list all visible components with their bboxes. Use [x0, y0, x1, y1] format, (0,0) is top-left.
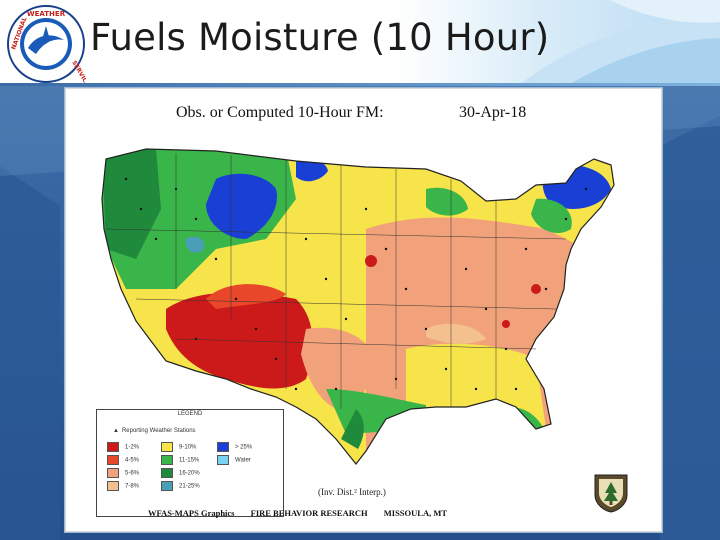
legend-swatch — [161, 468, 173, 478]
legend-item-16-20: 16-20% — [161, 468, 200, 478]
station-triangle-icon: ▲ — [113, 428, 119, 434]
fuel-moisture-map-panel: Obs. or Computed 10-Hour FM: 30-Apr-18 L… — [65, 88, 662, 532]
footer-left: WFAS-MAPS Graphics — [148, 508, 235, 518]
legend-label: 4-5% — [125, 457, 140, 464]
legend-swatch — [107, 442, 119, 452]
interpolation-note: (Inv. Dist.² Interp.) — [318, 487, 386, 497]
legend-label: 1-2% — [125, 444, 140, 451]
legend-swatch — [161, 455, 173, 465]
legend-swatch — [107, 455, 119, 465]
legend-swatch — [161, 442, 173, 452]
legend-label: 5-6% — [125, 470, 140, 477]
us-fuel-moisture-map — [86, 129, 646, 469]
legend-swatch — [161, 481, 173, 491]
footer-center: FIRE BEHAVIOR RESEARCH — [250, 508, 368, 518]
legend-item-1-2: 1-2% — [107, 442, 140, 452]
legend-swatch — [107, 481, 119, 491]
legend-label: 7-8% — [125, 483, 140, 490]
map-date: 30-Apr-18 — [459, 104, 527, 121]
footer-right: MISSOULA, MT — [383, 508, 448, 518]
header-swoosh-graphic — [520, 0, 720, 84]
legend-swatch — [217, 442, 229, 452]
usfs-shield-logo — [594, 474, 628, 513]
legend-item-9-10: 9-10% — [161, 442, 197, 452]
legend-label: 16-20% — [179, 470, 200, 477]
slide-header: WEATHER NATIONAL SERVICE Fuels Moisture … — [0, 0, 720, 84]
map-title: Obs. or Computed 10-Hour FM: — [176, 104, 384, 121]
legend-label: 21-25% — [179, 483, 200, 490]
legend-item-21-25: 21-25% — [161, 481, 200, 491]
slide-title: Fuels Moisture (10 Hour) — [90, 16, 550, 59]
legend-label: 9-10% — [179, 444, 197, 451]
nws-logo: WEATHER NATIONAL SERVICE — [7, 5, 86, 84]
legend-item-7-8: 7-8% — [107, 481, 140, 491]
logo-text-weather: WEATHER — [27, 10, 66, 18]
legend-stations-label: Reporting Weather Stations — [121, 428, 196, 434]
header-divider — [0, 83, 720, 86]
legend-label: 11-15% — [179, 457, 200, 464]
legend-item-4-5: 4-5% — [107, 455, 140, 465]
legend-swatch — [107, 468, 119, 478]
map-legend: LEGEND ▲ Reporting Weather Stations 1-2% … — [96, 409, 284, 517]
legend-item-11-15: 11-15% — [161, 455, 200, 465]
legend-item-water: Water — [217, 455, 251, 465]
legend-label: > 25% — [235, 444, 253, 451]
legend-swatch — [217, 455, 229, 465]
legend-item-over-25: > 25% — [217, 442, 253, 452]
legend-label: Water — [235, 457, 251, 464]
map-footer: WFAS-MAPS Graphics FIRE BEHAVIOR RESEARC… — [148, 508, 461, 518]
legend-stations: ▲ Reporting Weather Stations — [113, 428, 196, 434]
legend-item-5-6: 5-6% — [107, 468, 140, 478]
legend-header: LEGEND — [177, 411, 203, 417]
